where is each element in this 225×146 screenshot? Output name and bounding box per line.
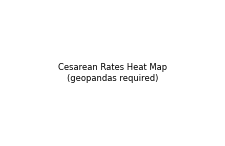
Text: Cesarean Rates Heat Map
(geopandas required): Cesarean Rates Heat Map (geopandas requi…: [58, 63, 167, 83]
